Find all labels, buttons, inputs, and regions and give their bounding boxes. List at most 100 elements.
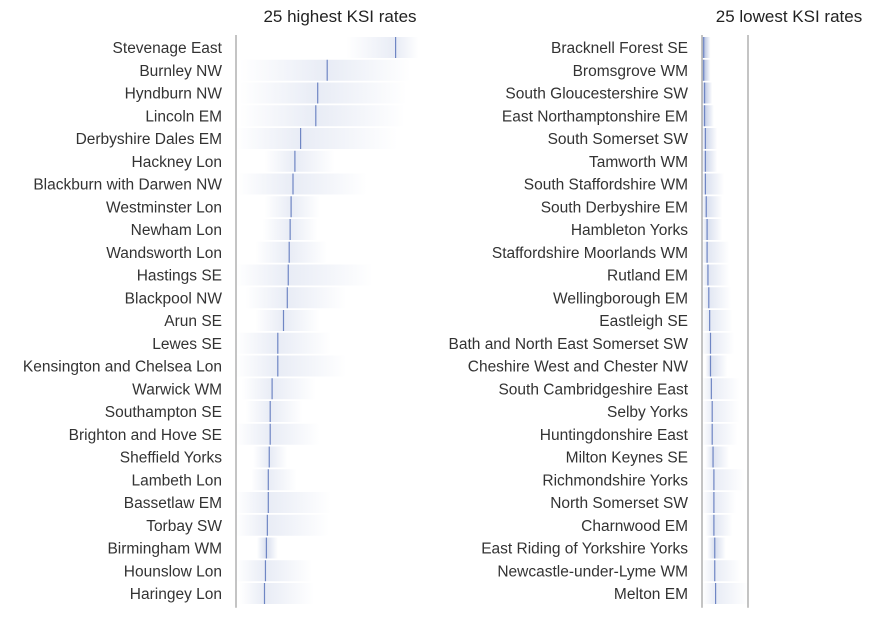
category-label-low-19: Milton Keynes SE bbox=[566, 450, 688, 467]
interval-band-high-18 bbox=[236, 423, 320, 445]
chart-title-left: 25 highest KSI rates bbox=[263, 7, 416, 26]
interval-band-low-20 bbox=[702, 469, 745, 491]
category-label-low-13: Eastleigh SE bbox=[599, 313, 688, 330]
category-label-low-8: South Derbyshire EM bbox=[541, 199, 688, 216]
category-label-high-24: Hounslow Lon bbox=[124, 563, 222, 580]
category-label-low-15: Cheshire West and Chester NW bbox=[468, 359, 689, 376]
category-label-low-6: Tamworth WM bbox=[589, 154, 688, 171]
interval-band-high-8 bbox=[264, 196, 320, 218]
category-label-high-16: Warwick WM bbox=[132, 381, 222, 398]
interval-band-low-7 bbox=[702, 173, 725, 195]
interval-band-low-1 bbox=[702, 37, 711, 58]
interval-band-high-17 bbox=[245, 401, 303, 422]
interval-band-high-22 bbox=[236, 514, 330, 536]
category-label-high-7: Blackburn with Darwen NW bbox=[33, 177, 222, 194]
interval-band-high-15 bbox=[236, 355, 347, 377]
interval-band-low-3 bbox=[702, 82, 713, 104]
panel-lowest: Bracknell Forest SE Bromsgrove WM South Gl… bbox=[449, 35, 749, 608]
chart-title-right: 25 lowest KSI rates bbox=[716, 7, 862, 26]
category-label-low-7: South Staffordshire WM bbox=[524, 177, 688, 194]
interval-band-high-4 bbox=[239, 105, 406, 127]
interval-band-low-12 bbox=[702, 287, 731, 309]
interval-band-low-14 bbox=[702, 332, 735, 354]
category-label-high-6: Hackney Lon bbox=[132, 154, 222, 171]
category-label-high-23: Birmingham WM bbox=[107, 541, 222, 558]
interval-band-high-14 bbox=[236, 332, 331, 354]
interval-band-low-5 bbox=[702, 128, 718, 149]
interval-band-low-23 bbox=[707, 537, 726, 559]
category-label-low-14: Bath and North East Somerset SW bbox=[449, 336, 689, 353]
interval-band-high-3 bbox=[239, 82, 407, 104]
interval-band-high-10 bbox=[255, 241, 328, 263]
category-label-low-11: Rutland EM bbox=[607, 268, 688, 285]
interval-band-low-2 bbox=[702, 59, 711, 81]
interval-band-low-19 bbox=[705, 446, 730, 468]
interval-band-low-21 bbox=[702, 492, 736, 513]
interval-band-low-10 bbox=[702, 241, 730, 263]
category-label-high-22: Torbay SW bbox=[146, 518, 222, 535]
interval-band-low-8 bbox=[702, 196, 723, 218]
category-label-high-4: Lincoln EM bbox=[145, 108, 222, 125]
interval-band-low-16 bbox=[702, 378, 740, 400]
category-label-low-9: Hambleton Yorks bbox=[571, 222, 688, 239]
category-label-high-18: Brighton and Hove SE bbox=[69, 427, 222, 444]
category-label-high-3: Hyndburn NW bbox=[125, 86, 223, 103]
interval-band-low-13 bbox=[702, 310, 733, 331]
interval-band-high-13 bbox=[255, 310, 320, 331]
category-label-low-23: East Riding of Yorkshire Yorks bbox=[481, 541, 688, 558]
interval-band-low-22 bbox=[705, 514, 733, 536]
interval-band-high-2 bbox=[239, 59, 411, 81]
interval-band-low-17 bbox=[702, 401, 740, 422]
category-label-low-18: Huntingdonshire East bbox=[540, 427, 689, 444]
category-label-high-1: Stevenage East bbox=[113, 40, 223, 57]
interval-band-high-1 bbox=[346, 37, 419, 58]
category-label-high-10: Wandsworth Lon bbox=[106, 245, 222, 262]
category-label-low-12: Wellingborough EM bbox=[553, 290, 688, 307]
interval-band-low-6 bbox=[702, 150, 718, 172]
category-label-high-2: Burnley NW bbox=[139, 63, 222, 80]
interval-band-low-18 bbox=[702, 423, 738, 445]
category-label-high-12: Blackpool NW bbox=[125, 290, 223, 307]
category-label-high-19: Sheffield Yorks bbox=[120, 450, 223, 467]
category-label-low-3: South Gloucestershire SW bbox=[505, 86, 688, 103]
category-label-high-11: Hastings SE bbox=[137, 268, 222, 285]
category-label-high-25: Haringey Lon bbox=[130, 586, 222, 603]
category-label-low-25: Melton EM bbox=[614, 586, 688, 603]
category-label-high-8: Westminster Lon bbox=[106, 199, 222, 216]
interval-band-high-12 bbox=[245, 287, 347, 309]
category-label-low-22: Charnwood EM bbox=[581, 518, 688, 535]
category-label-high-9: Newham Lon bbox=[131, 222, 222, 239]
interval-band-high-6 bbox=[264, 150, 335, 172]
interval-band-low-15 bbox=[705, 355, 728, 377]
category-label-low-17: Selby Yorks bbox=[607, 404, 688, 421]
category-label-low-2: Bromsgrove WM bbox=[573, 63, 688, 80]
interval-band-low-9 bbox=[702, 219, 723, 240]
category-label-low-4: East Northamptonshire EM bbox=[502, 108, 688, 125]
category-label-low-21: North Somerset SW bbox=[550, 495, 688, 512]
interval-band-high-7 bbox=[237, 173, 368, 195]
interval-band-high-25 bbox=[239, 583, 314, 604]
interval-band-low-25 bbox=[702, 583, 748, 604]
category-label-low-1: Bracknell Forest SE bbox=[551, 40, 688, 57]
interval-band-high-23 bbox=[256, 537, 278, 559]
category-label-low-10: Staffordshire Moorlands WM bbox=[492, 245, 688, 262]
category-label-high-14: Lewes SE bbox=[152, 336, 222, 353]
panel-highest: Stevenage East Burnley NW Hyndburn NW Linco… bbox=[23, 35, 419, 608]
category-label-high-5: Derbyshire Dales EM bbox=[76, 131, 222, 148]
category-label-high-17: Southampton SE bbox=[105, 404, 222, 421]
interval-band-high-5 bbox=[236, 128, 398, 149]
interval-band-high-20 bbox=[251, 469, 297, 491]
category-label-high-20: Lambeth Lon bbox=[132, 472, 223, 489]
category-label-high-13: Arun SE bbox=[164, 313, 222, 330]
interval-band-low-24 bbox=[702, 560, 742, 582]
interval-band-high-11 bbox=[236, 264, 373, 286]
interval-band-low-11 bbox=[702, 264, 730, 286]
category-label-high-21: Bassetlaw EM bbox=[124, 495, 222, 512]
interval-band-high-16 bbox=[241, 378, 316, 400]
category-label-low-5: South Somerset SW bbox=[548, 131, 689, 148]
interval-band-high-19 bbox=[253, 446, 288, 468]
interval-band-high-21 bbox=[236, 492, 331, 513]
category-label-low-24: Newcastle-under-Lyme WM bbox=[497, 563, 688, 580]
category-label-high-15: Kensington and Chelsea Lon bbox=[23, 359, 222, 376]
